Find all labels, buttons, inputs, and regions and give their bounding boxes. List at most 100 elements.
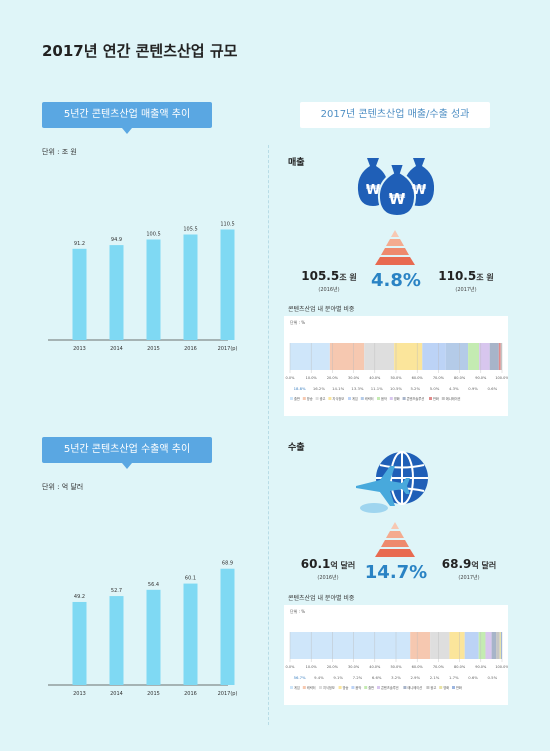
- sales-label: 매출: [288, 158, 305, 168]
- export-growth-pyramid-icon: [375, 522, 415, 557]
- export-share-tick-label: 60.0%: [412, 665, 424, 669]
- export-share-legend-label: 지식정보: [323, 685, 335, 690]
- sales-share-legend-label: 콘텐츠솔루션: [407, 396, 425, 401]
- sales-share-unit: 단위 : %: [290, 320, 306, 325]
- sales-share-value-label: 14.1%: [332, 386, 344, 391]
- sales-share-legend-swatch: [389, 397, 393, 400]
- export-trend-value-label: 49.2: [74, 594, 85, 600]
- export-share-legend-label: 캐릭터: [307, 685, 316, 690]
- export-trend-value-label: 60.1: [185, 576, 196, 582]
- sales-share-tick-label: 70.0%: [433, 376, 445, 380]
- sales-share-tick-label: 20.0%: [327, 376, 339, 380]
- sales-share-legend-swatch: [360, 397, 364, 400]
- export-trend-bar: [109, 596, 124, 685]
- sales-trend-chart: 91.2 2013 94.9 2014 100.5 2015 105.5 2016 110.5 2…: [48, 222, 237, 352]
- sales-share-tick-label: 30.0%: [348, 376, 360, 380]
- export-trend-value-label: 56.4: [148, 582, 159, 588]
- export-share-tick-label: 70.0%: [433, 665, 445, 669]
- export-share-segment: [500, 632, 502, 659]
- sales-share-tick-label: 0.0%: [286, 376, 296, 380]
- sales-2016-value: 105.5: [301, 269, 340, 283]
- export-share-segment: [496, 632, 500, 659]
- sales-share-legend-swatch: [315, 397, 319, 400]
- export-share-unit: 단위 : %: [290, 609, 306, 614]
- sales-share-legend-label: 방송: [307, 396, 313, 401]
- sales-share-segment: [500, 343, 502, 370]
- money-bag-icon: ₩ ₩ ₩: [357, 158, 435, 218]
- export-share-value-label: 6.6%: [372, 675, 382, 680]
- export-share-segment: [491, 632, 497, 659]
- export-share-segment: [290, 632, 411, 659]
- sales-share-tick-label: 50.0%: [390, 376, 402, 380]
- export-2017-unit: 억 달러: [471, 561, 497, 570]
- export-2017-year: (2017년): [458, 575, 480, 581]
- svg-text:₩: ₩: [412, 183, 427, 198]
- sales-share-legend-label: 캐릭터: [365, 396, 374, 401]
- sales-trend-bar: [220, 229, 235, 340]
- sales-share-tick-label: 10.0%: [306, 376, 318, 380]
- sales-share-legend-swatch: [302, 397, 306, 400]
- export-share-value-label: 2.1%: [430, 675, 440, 680]
- export-2016-unit: 억 달러: [330, 561, 356, 570]
- export-2016-year: (2016년): [317, 575, 339, 581]
- export-trend-category-label: 2014: [110, 691, 123, 697]
- sales-share-segment: [290, 343, 330, 370]
- export-trend-value-label: 52.7: [111, 588, 122, 594]
- sales-share-tick-label: 60.0%: [412, 376, 424, 380]
- export-share-value-label: 0.6%: [468, 675, 478, 680]
- sales-share-legend-label: 음악: [381, 396, 387, 401]
- export-share-segment: [478, 632, 486, 659]
- sales-2017-year: (2017년): [455, 287, 477, 293]
- sales-share-legend-swatch: [441, 397, 445, 400]
- sales-share-value-label: 13.3%: [351, 386, 363, 391]
- export-share-value-label: 0.5%: [488, 675, 498, 680]
- export-share-legend-swatch: [403, 686, 407, 689]
- sales-share-segment: [468, 343, 480, 370]
- svg-text:₩: ₩: [389, 190, 406, 208]
- export-share-title: 콘텐츠산업 내 분야별 비중: [288, 595, 355, 602]
- sales-share-value-label: 11.1%: [371, 386, 383, 391]
- export-share-value-label: 1.7%: [449, 675, 459, 680]
- export-share-legend-label: 광고: [430, 685, 436, 690]
- export-trend-bar: [72, 601, 87, 685]
- export-share-segment: [410, 632, 431, 659]
- export-share-legend-swatch: [290, 686, 293, 689]
- export-share-tick-label: 0.0%: [286, 665, 296, 669]
- sales-2017-value: 110.5: [438, 269, 477, 283]
- sales-share-legend-swatch: [290, 397, 293, 400]
- sales-share-value-label: 5.2%: [410, 386, 420, 391]
- sales-share-tick-label: 90.0%: [475, 376, 487, 380]
- export-label: 수출: [288, 443, 305, 453]
- export-share-legend-swatch: [351, 686, 355, 689]
- export-share-legend-swatch: [452, 686, 455, 689]
- svg-text:₩: ₩: [366, 183, 381, 198]
- export-share-legend-label: 게임: [294, 685, 300, 690]
- export-share-tick-label: 80.0%: [454, 665, 466, 669]
- sales-share-legend-swatch: [429, 397, 432, 400]
- sales-2016-year: (2016년): [318, 287, 340, 293]
- sales-share-chart: 0.0% 10.0% 20.0% 30.0% 40.0% 50.0% 60.0% 70.0% 8…: [286, 343, 508, 401]
- sales-share-tick-label: 100.0%: [495, 376, 508, 380]
- export-trend-header: 5년간 콘텐츠산업 수출액 추이: [42, 437, 212, 469]
- sales-share-title: 콘텐츠산업 내 분야별 비중: [288, 306, 355, 313]
- export-share-legend-label: 콘텐츠솔루션: [381, 685, 399, 690]
- export-share-value-label: 2.9%: [410, 675, 420, 680]
- export-share-value-label: 9.4%: [314, 675, 324, 680]
- export-share-legend-label: 방송: [343, 685, 349, 690]
- export-2016: 60.1억 달러 (2016년): [288, 553, 368, 581]
- sales-share-legend-label: 광고: [320, 396, 326, 401]
- sales-share-legend-swatch: [402, 397, 406, 400]
- sales-share-segment: [489, 343, 499, 370]
- growth-pyramid-icon: [375, 230, 415, 265]
- export-share-value-label: 3.2%: [391, 675, 401, 680]
- sales-trend-category-label: 2014: [110, 346, 123, 352]
- export-share-legend-swatch: [377, 686, 380, 689]
- export-share-legend-label: 만화: [456, 685, 462, 690]
- export-share-tick-label: 50.0%: [390, 665, 402, 669]
- sales-share-value-label: 5.0%: [430, 386, 440, 391]
- page-title: 2017년 연간 콘텐츠산업 규모: [42, 42, 238, 60]
- export-share-legend-label: 출판: [368, 685, 374, 690]
- export-growth-rate: 14.7%: [364, 562, 428, 583]
- sales-share-value-label: 16.2%: [313, 386, 325, 391]
- export-share-legend-swatch: [364, 686, 368, 689]
